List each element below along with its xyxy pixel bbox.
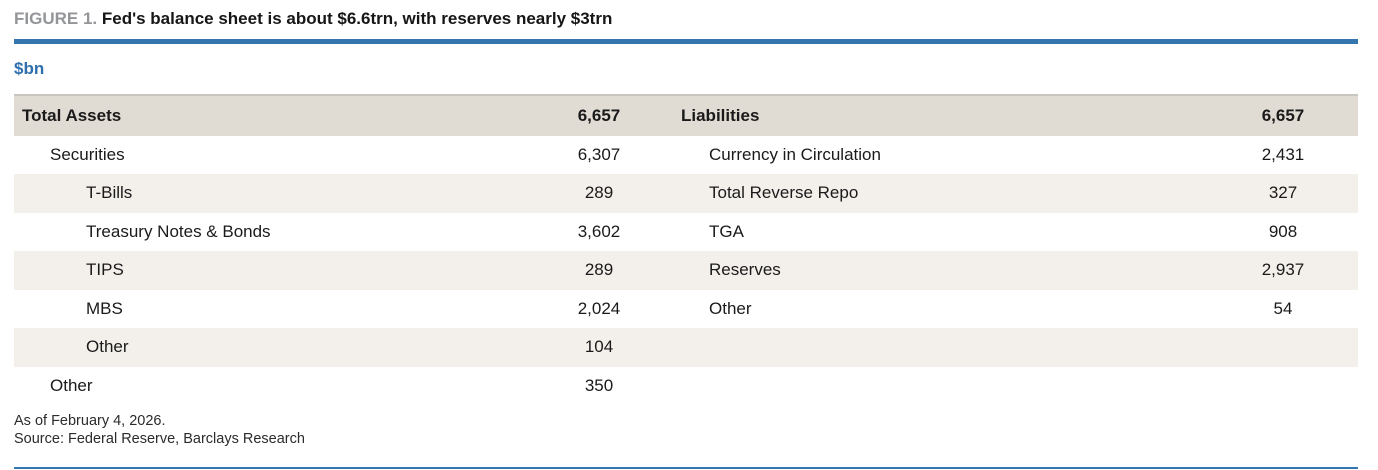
asset-value: 289	[584, 260, 614, 280]
liability-label: Other	[709, 298, 752, 318]
balance-sheet-table: Total Assets 6,657 Liabilities 6,657 Sec…	[14, 93, 1358, 406]
liability-value: 54	[1273, 298, 1293, 318]
asset-label: Other	[86, 337, 129, 357]
assets-header-label: Total Assets	[22, 105, 122, 125]
asset-label: T-Bills	[86, 183, 133, 203]
liabilities-header-value: 6,657	[1261, 105, 1305, 125]
table-header-row: Total Assets 6,657 Liabilities 6,657	[14, 95, 1358, 136]
liability-label: Reserves	[709, 260, 781, 280]
liability-value: 908	[1268, 221, 1298, 241]
asset-value: 3,602	[577, 221, 621, 241]
units-label: $bn	[14, 58, 45, 78]
top-divider-rule	[14, 38, 1358, 44]
table-row: MBS 2,024 Other 54	[14, 290, 1358, 329]
figure-container: FIGURE 1. Fed's balance sheet is about $…	[14, 0, 1358, 448]
figure-number-label: FIGURE 1.	[14, 9, 98, 28]
asset-label: Other	[50, 375, 93, 395]
table-row: Other 104	[14, 328, 1358, 367]
liability-value: 2,937	[1261, 260, 1305, 280]
liabilities-header-label: Liabilities	[681, 105, 760, 125]
bottom-divider-rule	[14, 467, 1358, 469]
figure-title: FIGURE 1. Fed's balance sheet is about $…	[14, 9, 1358, 29]
assets-header-value: 6,657	[577, 105, 621, 125]
liability-value: 327	[1268, 183, 1298, 203]
table-row: Treasury Notes & Bonds 3,602 TGA 908	[14, 213, 1358, 252]
asset-value: 289	[584, 183, 614, 203]
as-of-note: As of February 4, 2026.	[14, 413, 166, 430]
liability-label: Total Reverse Repo	[709, 183, 859, 203]
asset-value: 2,024	[577, 298, 621, 318]
asset-value: 104	[584, 337, 614, 357]
liability-label: Currency in Circulation	[709, 144, 881, 164]
asset-value: 6,307	[577, 144, 621, 164]
table-row: TIPS 289 Reserves 2,937	[14, 251, 1358, 290]
asset-label: TIPS	[86, 260, 124, 280]
figure-heading-text: Fed's balance sheet is about $6.6trn, wi…	[101, 9, 613, 28]
table-row: T-Bills 289 Total Reverse Repo 327	[14, 174, 1358, 213]
liability-value: 2,431	[1261, 144, 1305, 164]
table-row: Securities 6,307 Currency in Circulation…	[14, 136, 1358, 175]
liability-label: TGA	[709, 221, 744, 241]
asset-label: MBS	[86, 298, 123, 318]
footnotes: As of February 4, 2026. Source: Federal …	[14, 412, 1358, 448]
source-note: Source: Federal Reserve, Barclays Resear…	[14, 431, 305, 448]
table-row: Other 350	[14, 367, 1358, 406]
asset-label: Securities	[50, 144, 125, 164]
asset-label: Treasury Notes & Bonds	[86, 221, 271, 241]
asset-value: 350	[584, 375, 614, 395]
